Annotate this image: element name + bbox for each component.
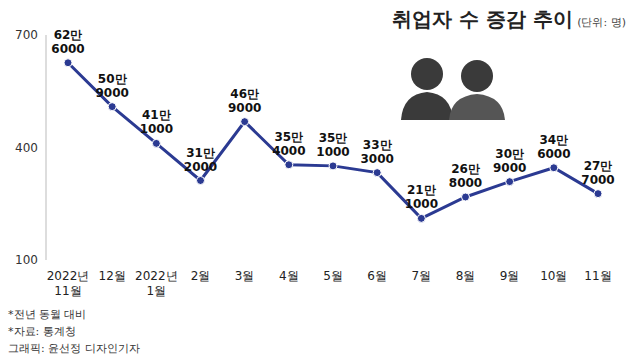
svg-text:100: 100 — [15, 253, 38, 267]
svg-text:27만7000: 27만7000 — [581, 159, 614, 187]
svg-text:33만3000: 33만3000 — [360, 138, 393, 166]
svg-text:21만1000: 21만1000 — [405, 183, 438, 211]
svg-text:400: 400 — [15, 141, 38, 155]
svg-text:700: 700 — [15, 28, 38, 42]
svg-text:62만6000: 62만6000 — [51, 28, 84, 56]
svg-text:4월: 4월 — [279, 269, 299, 283]
svg-text:3월: 3월 — [235, 269, 255, 283]
html-text:그래픽: 윤선정 디자인기자: 그래픽: 윤선정 디자인기자 — [8, 342, 140, 355]
svg-text:9월: 9월 — [500, 269, 520, 283]
svg-text:50만9000: 50만9000 — [95, 72, 128, 100]
svg-text:10월: 10월 — [540, 269, 567, 283]
svg-text:5월: 5월 — [323, 269, 343, 283]
html-text:취업자 수 증감 추이(단위: 명): 취업자 수 증감 추이(단위: 명) — [392, 7, 626, 31]
svg-text:6월: 6월 — [367, 269, 387, 283]
svg-text:12월: 12월 — [99, 269, 126, 283]
svg-text:2022년1월: 2022년1월 — [135, 269, 178, 298]
svg-text:2022년11월: 2022년11월 — [47, 269, 90, 298]
svg-text:31만2000: 31만2000 — [184, 146, 217, 174]
svg-text:46만9000: 46만9000 — [228, 87, 261, 115]
html-text:*전년 동월 대비: *전년 동월 대비 — [8, 308, 87, 321]
svg-text:26만8000: 26만8000 — [449, 162, 482, 190]
svg-text:2월: 2월 — [191, 269, 211, 283]
svg-text:8월: 8월 — [456, 269, 476, 283]
svg-text:11월: 11월 — [584, 269, 611, 283]
svg-text:34만6000: 34만6000 — [537, 133, 570, 161]
svg-text:41만1000: 41만1000 — [140, 108, 173, 136]
svg-text:7월: 7월 — [412, 269, 432, 283]
svg-text:35만4000: 35만4000 — [272, 130, 305, 158]
svg-text:30만9000: 30만9000 — [493, 147, 526, 175]
html-text:*자료: 통계청: *자료: 통계청 — [8, 325, 76, 338]
svg-text:35만1000: 35만1000 — [316, 131, 349, 159]
